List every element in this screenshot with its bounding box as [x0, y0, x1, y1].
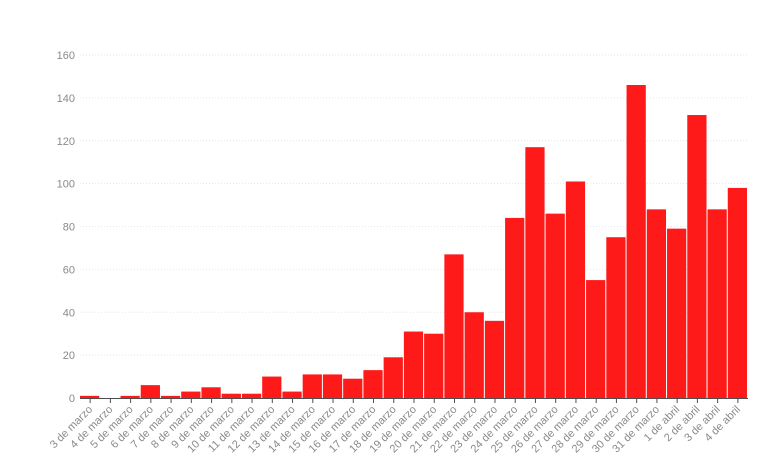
y-tick-label: 20 [63, 350, 75, 362]
gridlines [80, 54, 748, 356]
y-tick-label: 0 [69, 393, 75, 405]
y-tick-label: 40 [63, 307, 75, 319]
bar [343, 378, 363, 398]
bar [525, 147, 545, 398]
bar [363, 370, 383, 398]
bar [282, 391, 302, 398]
bar [646, 209, 667, 398]
bar [727, 187, 747, 398]
bar [484, 320, 505, 398]
bar [606, 237, 626, 398]
bar [626, 85, 646, 398]
bar [80, 395, 100, 398]
bar [545, 213, 565, 398]
y-tick-label: 120 [57, 136, 75, 148]
bar [586, 280, 606, 398]
bar [302, 374, 322, 398]
bar [181, 391, 201, 398]
bar [221, 393, 241, 398]
bar [505, 217, 525, 398]
bar [241, 393, 262, 398]
y-tick-label: 140 [57, 93, 75, 105]
bar [667, 228, 687, 398]
bar [201, 387, 221, 398]
bar [120, 395, 140, 398]
bar [444, 254, 464, 398]
y-tick-label: 160 [57, 50, 75, 62]
bar [403, 331, 424, 398]
bar [322, 374, 343, 398]
y-axis-ticks: 0 20 40 60 80 100 120 140 160 [57, 50, 75, 405]
y-tick-label: 80 [63, 222, 75, 234]
bar [687, 115, 707, 399]
bar [424, 333, 444, 398]
bar [140, 385, 160, 398]
y-tick-label: 60 [63, 264, 75, 276]
y-tick-label: 100 [57, 179, 75, 191]
bar [565, 181, 586, 398]
bar [707, 209, 727, 398]
bar [464, 312, 484, 398]
bars [80, 85, 747, 399]
bar [383, 357, 403, 398]
bar [262, 376, 282, 398]
bar [160, 395, 181, 398]
